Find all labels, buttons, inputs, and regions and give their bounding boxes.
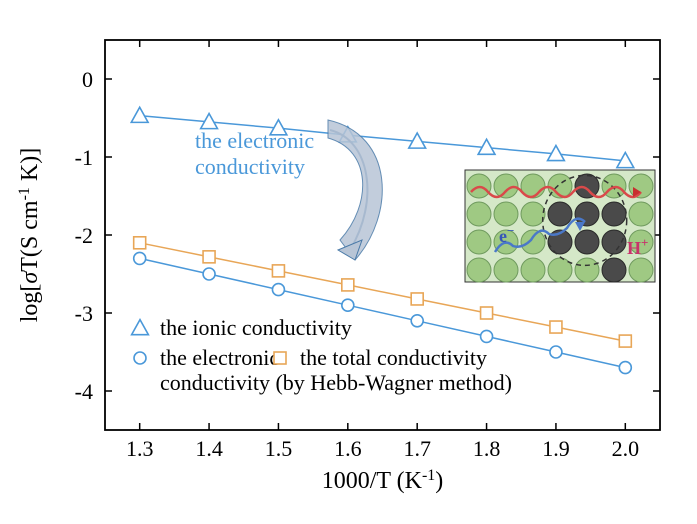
inset-ball [548,202,572,226]
x-tick-label: 1.8 [473,436,501,461]
inset-ball [575,258,599,282]
marker-square [274,352,286,364]
y-tick-label: -3 [75,301,93,326]
inset-ball [602,202,626,226]
x-tick-label: 1.7 [403,436,431,461]
marker-square [619,335,631,347]
annotation-text: conductivity [195,154,305,179]
inset-ball [629,202,653,226]
marker-circle [619,362,631,374]
inset-ball [629,174,653,198]
marker-circle [134,352,146,364]
marker-square [481,307,493,319]
marker-circle [481,330,493,342]
inset-ball [575,230,599,254]
marker-circle [272,284,284,296]
y-tick-label: -1 [75,145,93,170]
marker-circle [342,299,354,311]
marker-square [272,265,284,277]
x-tick-label: 1.6 [334,436,362,461]
inset-ball [467,202,491,226]
inset-ball [494,258,518,282]
x-tick-label: 1.9 [542,436,570,461]
inset-ball [521,202,545,226]
conductivity-chart: 1.3 1.4 1.5 1.6 1.7 1.8 1.9 2.0 -4 -3 -2 -1 0 1000/T … [0,0,697,524]
marker-square [203,251,215,263]
marker-triangle [132,320,149,335]
marker-circle [134,252,146,264]
x-tick-label: 1.5 [265,436,293,461]
inset-ball [467,230,491,254]
inset-ball [629,258,653,282]
x-axis-title: 1000/T (K-1) [322,467,444,495]
y-tick-label: -2 [75,223,93,248]
legend-label: the total conductivity [300,345,487,370]
x-tick-label: 2.0 [612,436,640,461]
marker-square [550,321,562,333]
inset-diagram: e−H+ [465,170,655,282]
inset-ball [521,258,545,282]
marker-circle [203,268,215,280]
marker-triangle [131,107,148,122]
x-tick-label: 1.3 [126,436,154,461]
y-axis-title: log[σT(S cm-1 K)] [16,148,44,323]
inset-ball [575,174,599,198]
inset-ball [602,258,626,282]
marker-circle [550,346,562,358]
inset-ball [521,230,545,254]
marker-square [134,237,146,249]
legend-label: the ionic conductivity [160,315,352,340]
inset-ball [602,230,626,254]
marker-square [342,279,354,291]
legend-label: conductivity (by Hebb-Wagner method) [160,370,512,395]
y-tick-label: 0 [82,67,93,92]
x-tick-label: 1.4 [195,436,223,461]
annotation-arrow [328,120,382,260]
marker-square [411,293,423,305]
annotation-text: the electronic [195,128,314,153]
marker-circle [411,315,423,327]
legend: the ionic conductivity the electronic the … [132,315,512,395]
y-tick-label: -4 [75,379,93,404]
legend-label: the electronic [160,345,279,370]
inset-ball [467,258,491,282]
